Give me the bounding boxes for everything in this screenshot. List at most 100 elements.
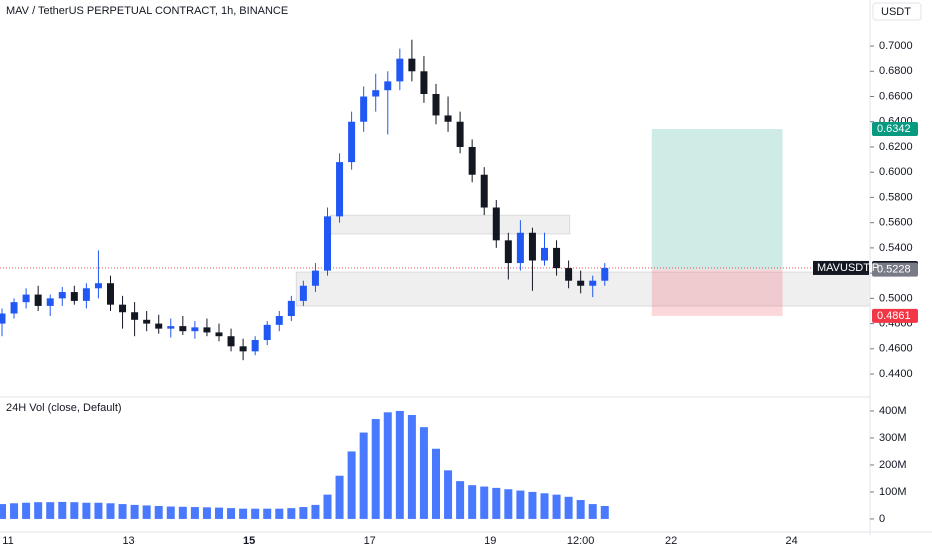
volume-tick-label: 100M xyxy=(879,486,907,498)
zone xyxy=(295,271,871,307)
candle-body xyxy=(287,300,295,317)
candle-body xyxy=(348,121,356,163)
candle-body xyxy=(540,247,548,261)
candle-body xyxy=(396,58,404,82)
volume-bar xyxy=(227,508,236,519)
y-tick-label: 0.5600 xyxy=(879,217,913,229)
volume-bar xyxy=(335,475,344,519)
y-tick-label: 0.4400 xyxy=(879,368,913,380)
y-tick-label: 0.6800 xyxy=(879,65,913,77)
x-tick-label: 13 xyxy=(122,535,134,547)
volume-bar xyxy=(166,506,175,519)
volume-bar xyxy=(275,508,284,519)
volume-bar xyxy=(239,508,248,519)
candle-body xyxy=(504,240,512,264)
entry-tag: 0.5228 xyxy=(872,262,918,277)
volume-bar xyxy=(383,412,392,519)
candle-body xyxy=(323,216,331,271)
volume-title: 24H Vol (close, Default) xyxy=(6,402,122,414)
target-tag: 0.6342 xyxy=(872,122,918,137)
candle-body xyxy=(82,288,90,301)
volume-bar xyxy=(82,502,91,519)
candle-body xyxy=(372,90,380,97)
candle-body xyxy=(528,232,536,261)
y-tick-label: 0.6000 xyxy=(879,166,913,178)
candle-body xyxy=(360,96,368,122)
candle-body xyxy=(468,146,476,175)
candle-body xyxy=(143,319,151,324)
candle-body xyxy=(70,292,78,301)
volume-bar xyxy=(323,494,332,519)
volume-bar xyxy=(311,504,320,519)
volume-bar xyxy=(468,485,477,519)
candle-body xyxy=(456,121,464,147)
target-area xyxy=(651,129,783,270)
candle-body xyxy=(565,268,573,281)
volume-bar xyxy=(480,486,489,519)
volume-bar xyxy=(22,502,31,519)
candle-body xyxy=(311,270,319,286)
candle-body xyxy=(408,58,416,72)
target-tag-box xyxy=(872,122,918,137)
volume-bar xyxy=(456,481,465,519)
candle-body xyxy=(263,324,271,340)
candle-body xyxy=(0,313,6,324)
candle-body xyxy=(215,332,223,337)
chart-title: MAV / TetherUS PERPETUAL CONTRACT, 1h, B… xyxy=(6,5,288,17)
candle-body xyxy=(155,323,163,329)
candle-body xyxy=(227,336,235,347)
stop-tag-box xyxy=(872,308,918,323)
volume-bar xyxy=(419,427,428,519)
volume-bar xyxy=(444,470,453,519)
stop-area xyxy=(651,269,783,316)
candle-body xyxy=(577,280,585,286)
volume-bar xyxy=(516,490,525,519)
candle-body xyxy=(444,115,452,122)
volume-bar xyxy=(492,487,501,519)
currency: USDT xyxy=(881,6,911,18)
volume-bar xyxy=(287,508,296,519)
candle-body xyxy=(191,327,199,332)
candle-body xyxy=(179,326,187,332)
volume-bar xyxy=(528,491,537,519)
currency-box xyxy=(872,2,922,21)
candle-body xyxy=(336,162,344,217)
candle-body xyxy=(492,207,500,241)
candle-body xyxy=(94,283,102,289)
y-tick-label: 0.6600 xyxy=(879,90,913,102)
candle-body xyxy=(203,327,211,333)
candle-body xyxy=(384,81,392,91)
candle-body xyxy=(299,285,307,301)
volume-bar xyxy=(130,504,139,519)
volume-bar xyxy=(600,505,609,519)
target-tag-text: 0.6342 xyxy=(877,123,911,135)
entry-tag-text: 0.5228 xyxy=(877,264,911,276)
volume-bar xyxy=(46,502,55,519)
candle-body xyxy=(119,304,127,313)
volume-bar xyxy=(118,504,127,519)
volume-tick-label: 200M xyxy=(879,459,907,471)
candle-body xyxy=(167,326,175,329)
candle-body xyxy=(58,292,66,299)
volume-bar xyxy=(371,419,380,519)
volume-bar xyxy=(214,507,223,519)
y-tick-label: 0.7000 xyxy=(879,40,913,52)
volume-bar xyxy=(142,505,151,519)
volume-bar xyxy=(347,451,356,519)
x-tick-label: 17 xyxy=(364,535,376,547)
volume-bar xyxy=(0,504,6,519)
volume-tick-label: 0 xyxy=(879,513,885,525)
candle-body xyxy=(553,247,561,269)
candle-body xyxy=(589,280,597,286)
candle-body xyxy=(275,316,283,325)
volume-bar xyxy=(94,502,103,519)
volume-bar xyxy=(540,493,549,519)
candle-body xyxy=(131,312,139,320)
entry-tag-box xyxy=(872,262,918,277)
x-tick-label: 22 xyxy=(665,535,677,547)
y-tick-label: 0.4600 xyxy=(879,343,913,355)
volume-bar xyxy=(552,494,561,519)
